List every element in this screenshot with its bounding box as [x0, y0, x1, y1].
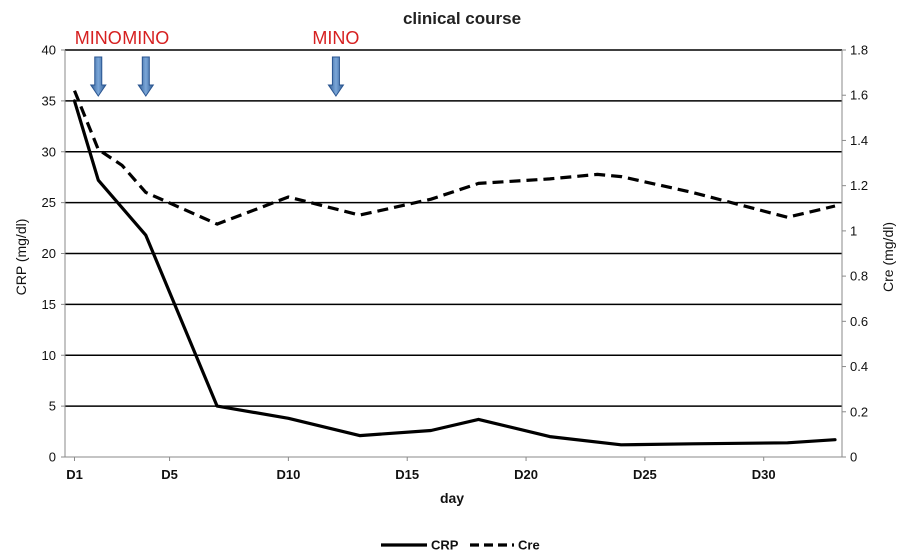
series-line-cre [73, 90, 836, 226]
y-right-tick-label: 0.4 [850, 359, 868, 374]
y-right-tick-label: 1.8 [850, 43, 868, 58]
annotations: MINO MINO MINO [75, 28, 359, 97]
x-tick-label: D10 [276, 467, 300, 482]
y-right-tick-label: 1 [850, 223, 857, 238]
y-left-tick-label: 20 [42, 246, 56, 261]
y-right-tick-label: 0.2 [850, 404, 868, 419]
y-left-tick-label: 25 [42, 195, 56, 210]
y-axis-right-label: Cre (mg/dl) [880, 222, 896, 292]
down-arrow-icon [89, 56, 107, 97]
y-left-tick-label: 35 [42, 93, 56, 108]
y-left-tick-label: 30 [42, 144, 56, 159]
y-left-tick-label: 5 [49, 399, 56, 414]
y-left-tick-label: 0 [49, 450, 56, 465]
legend-label-cre: Cre [518, 538, 540, 553]
down-arrow-icon [327, 56, 345, 97]
y-right-tick-label: 1.6 [850, 88, 868, 103]
right-axis-ticks: 0 0.2 0.4 0.6 0.8 1 1.2 1.4 1.6 1.8 [842, 43, 868, 465]
x-tick-label: D25 [633, 467, 657, 482]
annotation-label: MINO [312, 28, 359, 48]
y-right-tick-label: 1.2 [850, 178, 868, 193]
series-lines [72, 90, 837, 447]
y-right-tick-label: 0.6 [850, 314, 868, 329]
y-right-tick-label: 0 [850, 450, 857, 465]
y-axis-left-label: CRP (mg/dl) [13, 219, 29, 296]
x-tick-label: D15 [395, 467, 419, 482]
y-right-tick-label: 0.8 [850, 269, 868, 284]
legend-label-crp: CRP [431, 538, 459, 553]
x-tick-label: D20 [514, 467, 538, 482]
gridlines [65, 49, 842, 407]
x-axis-ticks: D1 D5 D10 D15 D20 D25 D30 [66, 457, 776, 482]
y-right-tick-label: 1.4 [850, 133, 868, 148]
chart-title: clinical course [403, 9, 521, 28]
x-axis-label: day [440, 490, 464, 506]
down-arrow-icon [137, 56, 155, 97]
x-tick-label: D1 [66, 467, 83, 482]
series-line-crp [72, 99, 837, 447]
y-left-tick-label: 10 [42, 348, 56, 363]
y-left-tick-label: 40 [42, 43, 56, 58]
y-left-tick-label: 15 [42, 297, 56, 312]
annotation-label: MINO [122, 28, 169, 48]
legend: CRP Cre [381, 538, 540, 553]
x-tick-label: D5 [161, 467, 178, 482]
left-axis-ticks: 0 5 10 15 20 25 30 35 40 [42, 43, 65, 465]
x-tick-label: D30 [752, 467, 776, 482]
annotation-label: MINO [75, 28, 122, 48]
